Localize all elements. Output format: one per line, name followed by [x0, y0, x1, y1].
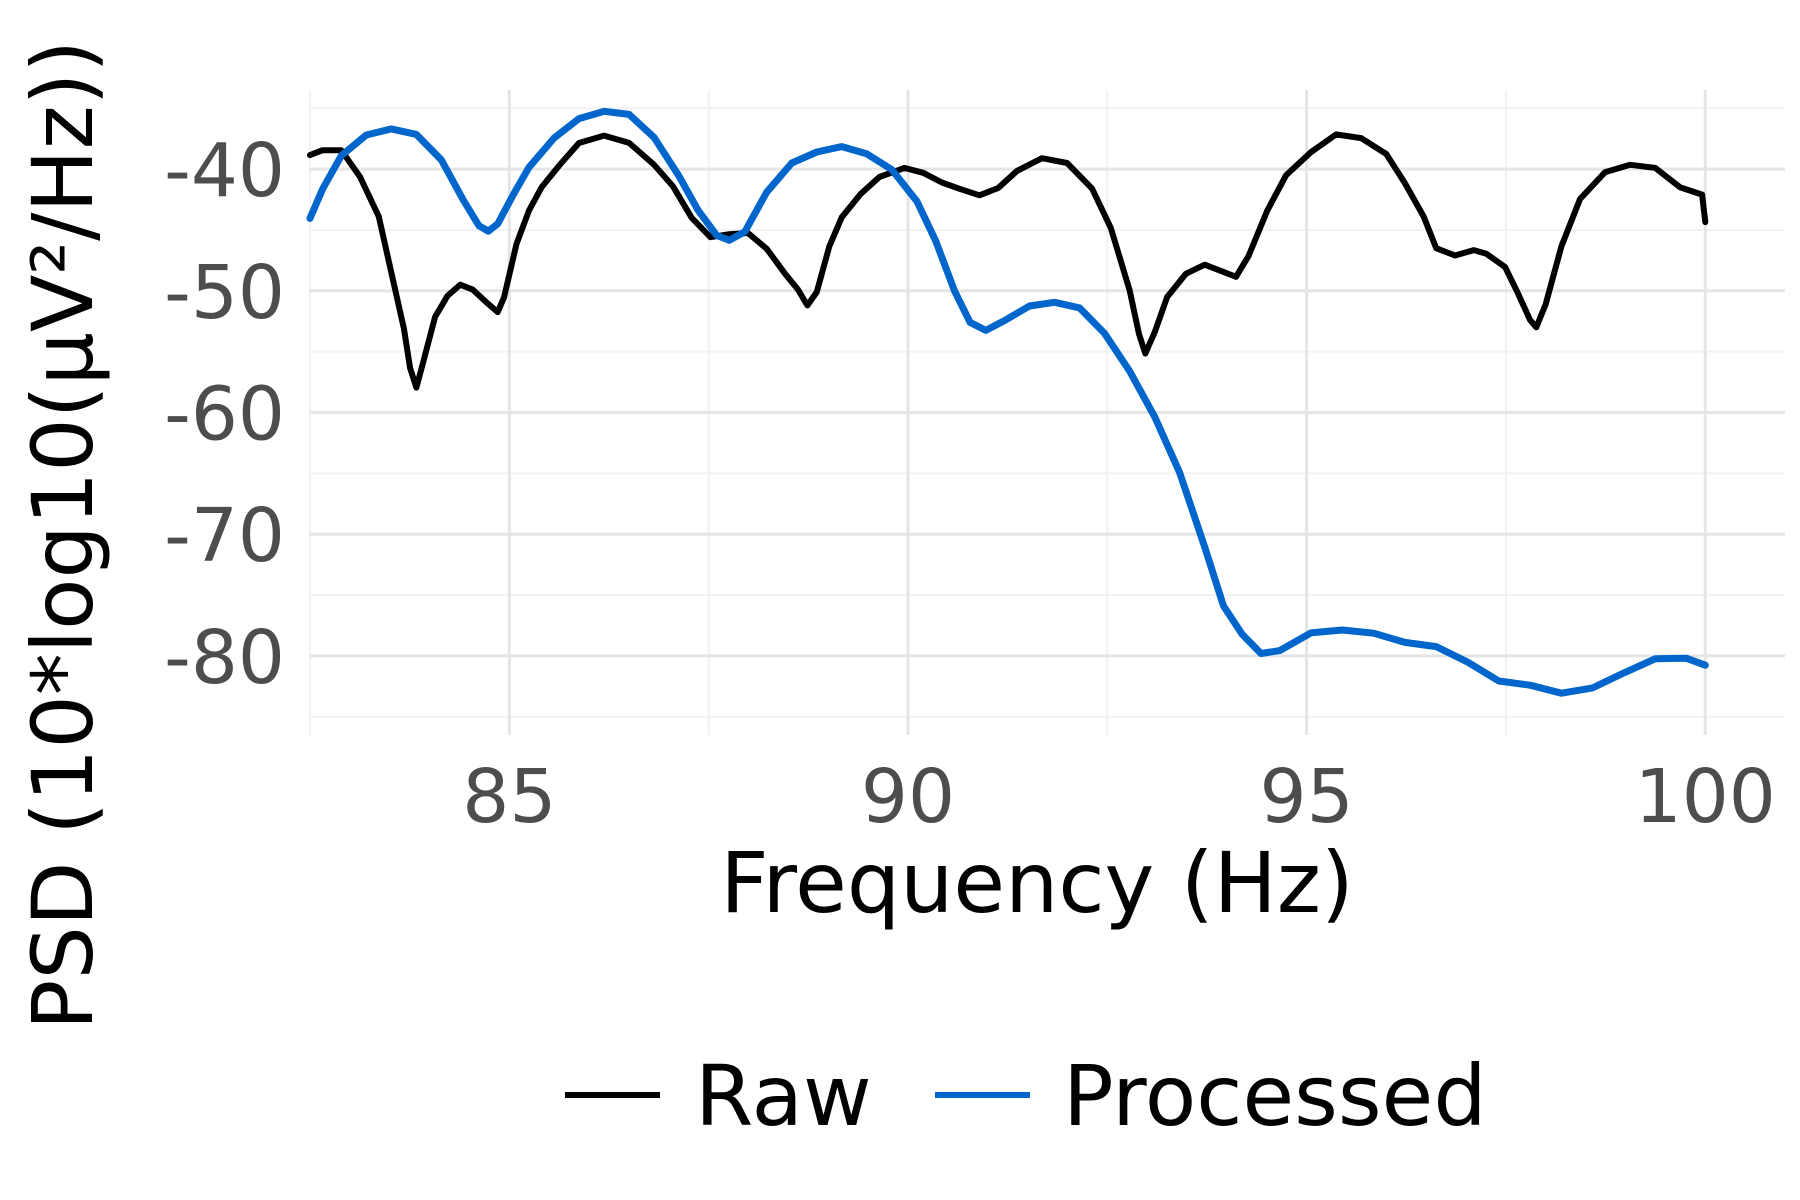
- series-lines: [306, 107, 1709, 697]
- x-axis-title: Frequency (Hz): [720, 834, 1353, 932]
- y-tick-label: -50: [164, 250, 285, 336]
- y-tick-label: -60: [164, 372, 285, 458]
- y-tick-label: -40: [164, 128, 285, 214]
- axis-ticks: 85 90 95 100 -40 -50 -60 -70 -80: [164, 128, 1776, 840]
- y-tick-label: -80: [164, 615, 285, 701]
- legend: Raw Processed: [565, 1047, 1487, 1145]
- grid: [309, 90, 1785, 735]
- legend-label-raw: Raw: [695, 1047, 872, 1145]
- y-tick-label: -70: [164, 493, 285, 579]
- x-tick-label: 85: [462, 754, 556, 840]
- y-axis-title: PSD (10*log10(µV²/Hz)): [14, 40, 112, 1030]
- x-tick-label: 90: [861, 754, 955, 840]
- legend-label-processed: Processed: [1063, 1047, 1487, 1145]
- x-tick-label: 100: [1635, 754, 1776, 840]
- series-line-raw: [307, 131, 1709, 391]
- x-tick-label: 95: [1260, 754, 1354, 840]
- series-line-processed: [306, 107, 1709, 697]
